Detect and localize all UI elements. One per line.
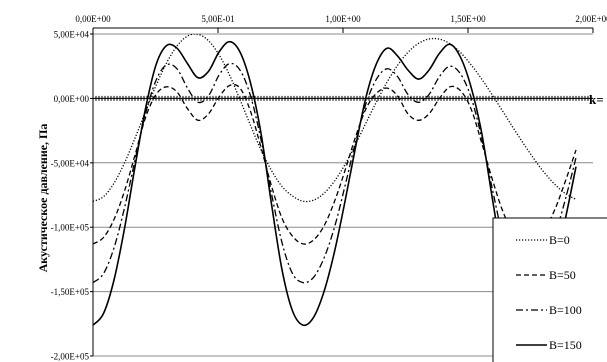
axes [90,27,594,357]
series-line [93,83,577,245]
y-tick-labels: 5,00E+04 0,00E+00 -5,00E+04 -1,00E+05 -1,50E… [51,30,90,362]
y-tick-label: 0,00E+00 [54,94,90,104]
x-tick-label: 1,00E+00 [325,14,361,24]
series-line [93,62,577,284]
x-tick-labels: 0,00E+00 5,00E-01 1,00E+00 1,50E+00 2,00E+00 [75,14,607,24]
y-axis-label: Акустическое давление, Па [36,124,50,273]
legend-label: B=100 [549,303,582,317]
legend: B=0 B=50 B=100 B=150 [492,217,607,362]
series-line [93,34,577,203]
y-tick-label: -1,00E+05 [51,223,90,233]
legend-label: B=50 [549,268,576,282]
x-tick-label: 5,00E-01 [201,14,234,24]
y-tick-label: -2,00E+05 [51,352,90,362]
x-tick-label: 2,00E+00 [575,14,607,24]
annotation-label: k= [589,92,604,107]
y-tick-label: -5,00E+04 [51,158,90,168]
legend-label: B=150 [549,338,582,352]
legend-label: B=0 [549,233,570,247]
y-tick-label: -1,50E+05 [51,287,90,297]
legend-box [492,217,607,362]
x-tick-label: 1,50E+00 [450,14,486,24]
series-line [93,40,577,327]
y-tick-label: 5,00E+04 [54,30,90,40]
x-tick-label: 0,00E+00 [75,14,111,24]
